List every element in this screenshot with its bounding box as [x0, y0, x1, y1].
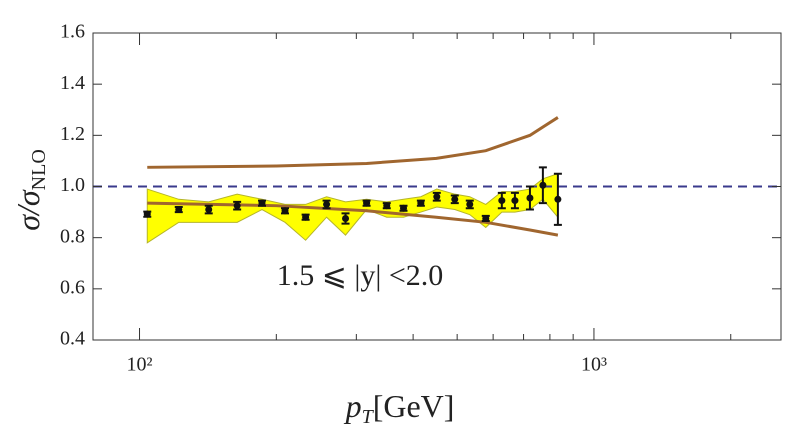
data-point — [205, 206, 213, 214]
x-tick-label: 10² — [127, 354, 153, 376]
x-tick-label: 10³ — [581, 354, 607, 376]
y-tick-label: 1.2 — [60, 123, 85, 145]
y-tick-label: 1.0 — [60, 174, 85, 196]
data-point — [175, 206, 183, 214]
data-point — [498, 197, 506, 205]
data-point — [433, 193, 441, 201]
x-axis-label: pT[GeV] — [344, 388, 455, 427]
data-point — [554, 195, 562, 203]
data-point — [143, 210, 151, 218]
y-tick-label: 0.4 — [60, 328, 85, 350]
data-point — [383, 202, 391, 210]
data-point — [526, 194, 534, 202]
data-point — [302, 213, 310, 221]
y-label-sub: NLO — [28, 149, 50, 190]
data-point — [281, 207, 289, 215]
plot-frame — [92, 32, 782, 341]
data-point — [417, 199, 425, 207]
y-tick-label: 1.4 — [60, 72, 85, 94]
data-point — [400, 204, 408, 212]
data-point — [323, 200, 331, 208]
data-point — [539, 181, 547, 189]
data-point — [482, 214, 490, 222]
y-tick-label: 0.8 — [60, 225, 85, 247]
data-point — [451, 195, 459, 203]
data-point — [363, 199, 371, 207]
y-axis-label: σ/σNLO — [10, 149, 49, 231]
theory-curve — [147, 116, 559, 169]
x-label-unit: [GeV] — [373, 388, 455, 424]
annotation: 1.5 ⩽ |y| <2.0 — [277, 259, 444, 292]
data-point — [342, 214, 350, 222]
theory-curve — [147, 201, 559, 237]
x-label-main: p — [344, 388, 362, 424]
x-label-sub: T — [362, 406, 375, 428]
data-point — [258, 199, 266, 207]
y-label-main: σ/σ — [10, 189, 46, 231]
y-tick-label: 1.6 — [60, 21, 85, 43]
data-point — [466, 200, 474, 208]
data-point — [233, 202, 241, 210]
y-tick-label: 0.6 — [60, 276, 85, 298]
data-point — [511, 197, 519, 205]
